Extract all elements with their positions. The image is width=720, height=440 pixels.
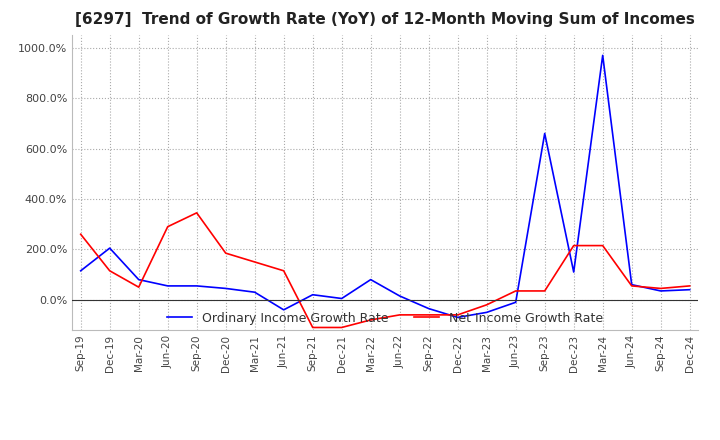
Net Income Growth Rate xyxy=(482,302,491,308)
Ordinary Income Growth Rate xyxy=(251,290,259,295)
Net Income Growth Rate xyxy=(221,250,230,256)
Net Income Growth Rate xyxy=(627,283,636,289)
Net Income Growth Rate xyxy=(511,288,520,293)
Net Income Growth Rate xyxy=(338,325,346,330)
Ordinary Income Growth Rate xyxy=(511,300,520,305)
Ordinary Income Growth Rate xyxy=(541,131,549,136)
Net Income Growth Rate xyxy=(424,312,433,318)
Ordinary Income Growth Rate xyxy=(627,282,636,287)
Net Income Growth Rate xyxy=(395,312,404,318)
Net Income Growth Rate xyxy=(135,285,143,290)
Net Income Growth Rate xyxy=(279,268,288,273)
Ordinary Income Growth Rate xyxy=(424,306,433,311)
Ordinary Income Growth Rate xyxy=(570,269,578,275)
Net Income Growth Rate xyxy=(163,224,172,229)
Net Income Growth Rate xyxy=(192,210,201,216)
Line: Ordinary Income Growth Rate: Ordinary Income Growth Rate xyxy=(81,55,690,317)
Net Income Growth Rate xyxy=(105,268,114,273)
Title: [6297]  Trend of Growth Rate (YoY) of 12-Month Moving Sum of Incomes: [6297] Trend of Growth Rate (YoY) of 12-… xyxy=(76,12,695,27)
Ordinary Income Growth Rate xyxy=(105,246,114,251)
Ordinary Income Growth Rate xyxy=(395,293,404,299)
Net Income Growth Rate xyxy=(657,286,665,291)
Ordinary Income Growth Rate xyxy=(598,53,607,58)
Ordinary Income Growth Rate xyxy=(135,277,143,282)
Net Income Growth Rate xyxy=(598,243,607,248)
Net Income Growth Rate xyxy=(570,243,578,248)
Net Income Growth Rate xyxy=(454,312,462,318)
Ordinary Income Growth Rate xyxy=(338,296,346,301)
Net Income Growth Rate xyxy=(251,259,259,264)
Net Income Growth Rate xyxy=(366,317,375,323)
Ordinary Income Growth Rate xyxy=(163,283,172,289)
Net Income Growth Rate xyxy=(76,231,85,237)
Ordinary Income Growth Rate xyxy=(366,277,375,282)
Ordinary Income Growth Rate xyxy=(279,307,288,312)
Line: Net Income Growth Rate: Net Income Growth Rate xyxy=(81,213,690,327)
Net Income Growth Rate xyxy=(685,283,694,289)
Ordinary Income Growth Rate xyxy=(685,287,694,292)
Ordinary Income Growth Rate xyxy=(192,283,201,289)
Ordinary Income Growth Rate xyxy=(454,315,462,320)
Ordinary Income Growth Rate xyxy=(308,292,317,297)
Ordinary Income Growth Rate xyxy=(76,268,85,273)
Net Income Growth Rate xyxy=(308,325,317,330)
Ordinary Income Growth Rate xyxy=(657,288,665,293)
Ordinary Income Growth Rate xyxy=(482,310,491,315)
Ordinary Income Growth Rate xyxy=(221,286,230,291)
Net Income Growth Rate xyxy=(541,288,549,293)
Legend: Ordinary Income Growth Rate, Net Income Growth Rate: Ordinary Income Growth Rate, Net Income … xyxy=(163,307,608,330)
